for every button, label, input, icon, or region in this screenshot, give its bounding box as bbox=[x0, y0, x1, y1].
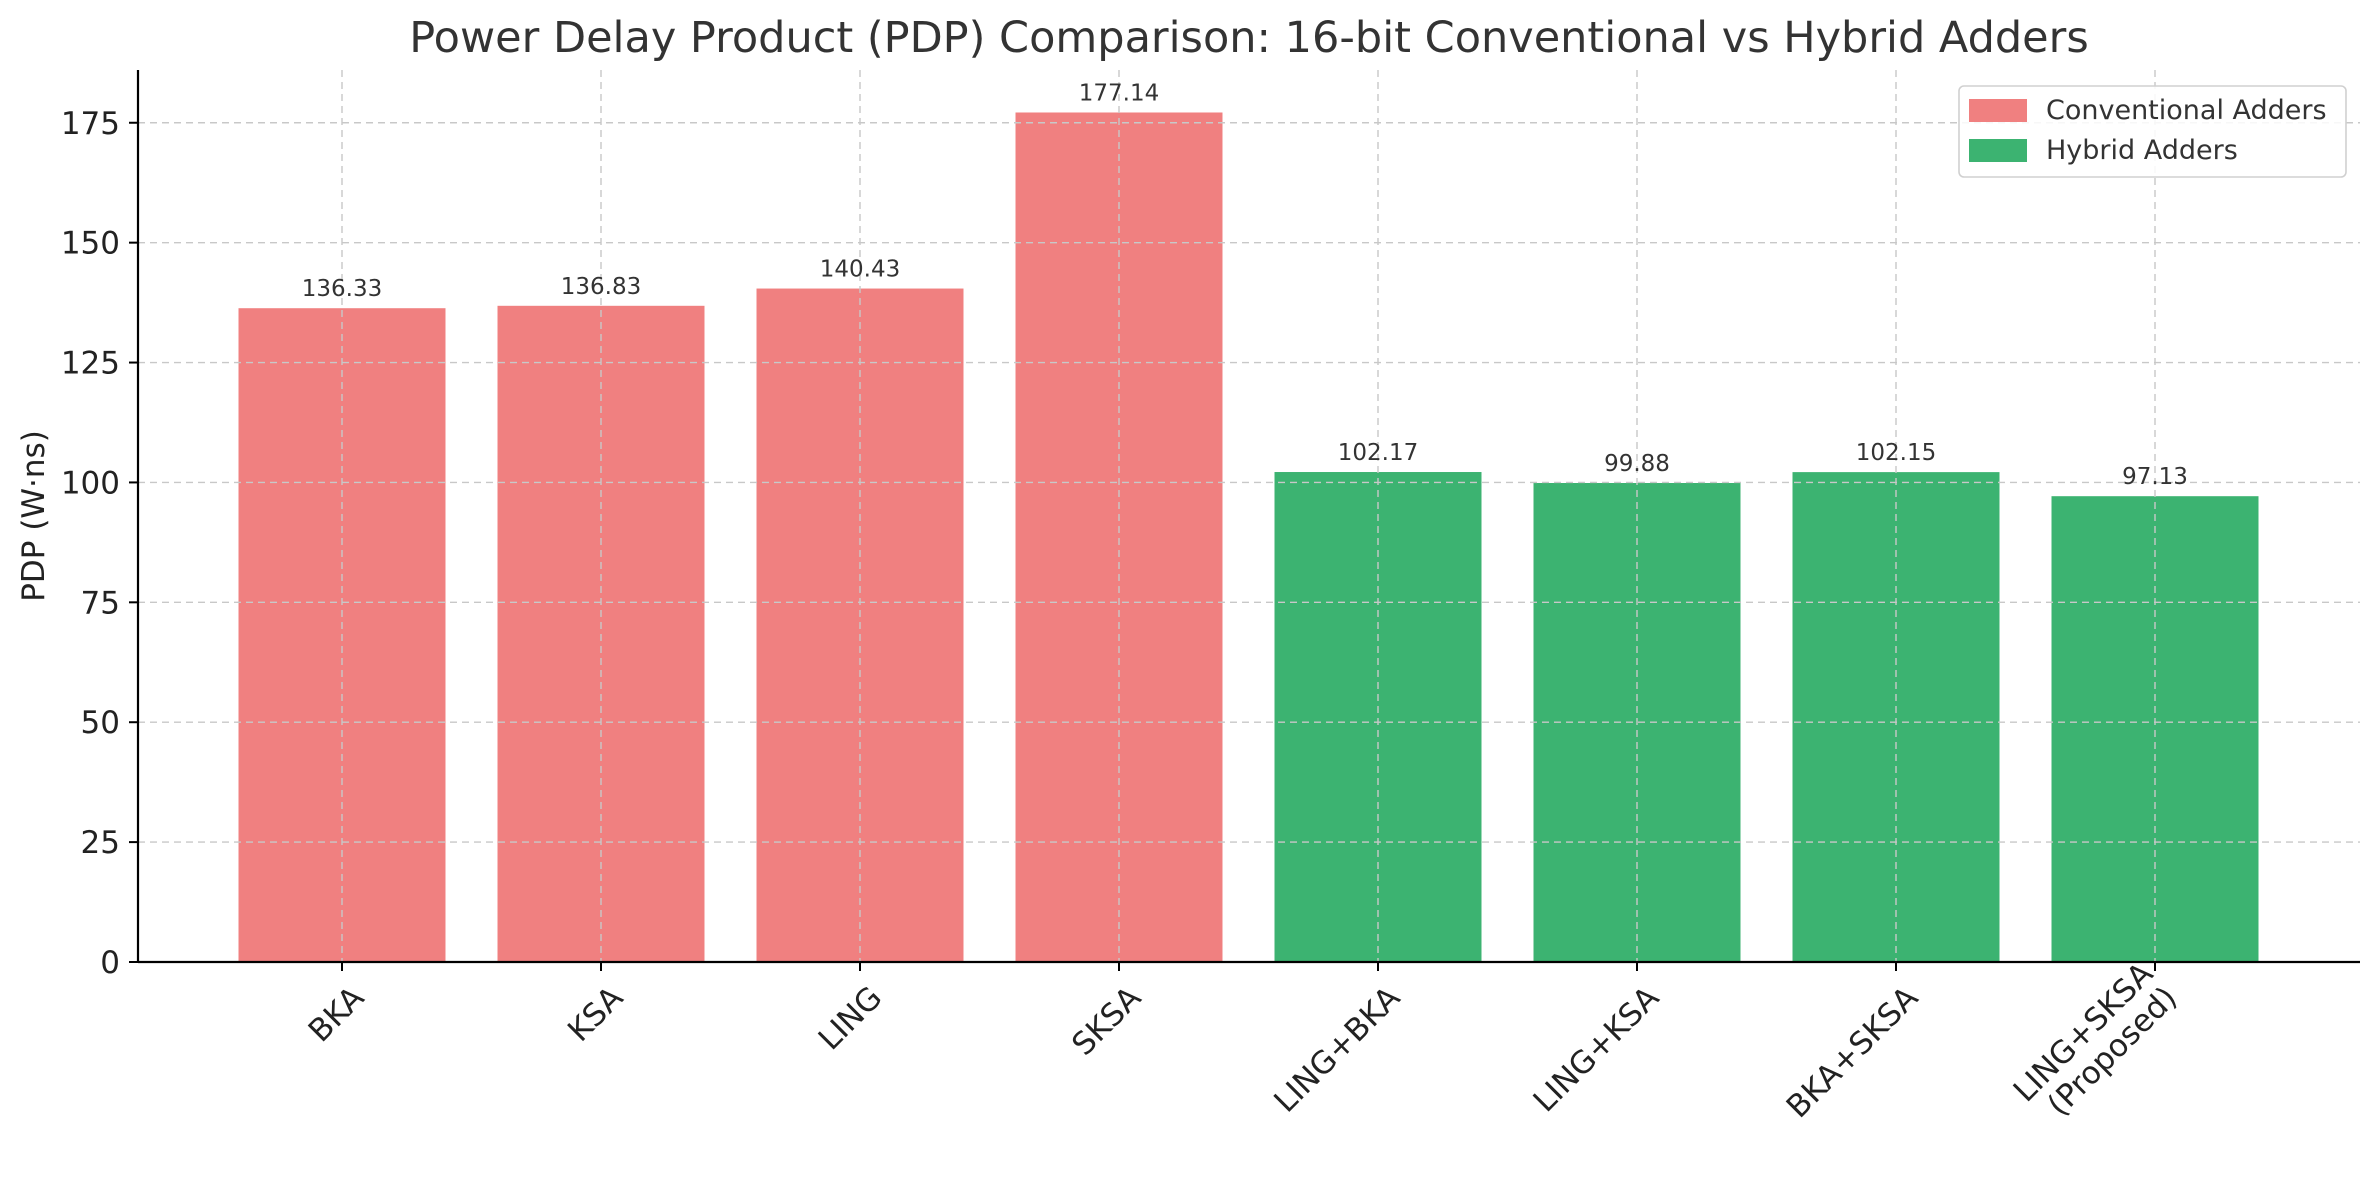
y-tick-label: 150 bbox=[61, 226, 120, 262]
x-tick-label-line: LING+KSA bbox=[1527, 980, 1667, 1120]
legend-swatch bbox=[1969, 99, 2027, 122]
x-tick-label-line: LING+BKA bbox=[1267, 980, 1407, 1120]
x-tick-label: BKA+SKSA bbox=[1780, 980, 1925, 1125]
y-tick-label: 75 bbox=[81, 585, 120, 621]
bars bbox=[238, 112, 2259, 963]
x-tick-label: LING+SKSA(Proposed) bbox=[2007, 956, 2185, 1134]
x-tick-label-line: BKA+SKSA bbox=[1780, 980, 1925, 1125]
y-tick-label: 50 bbox=[81, 705, 120, 741]
legend: Conventional Adders Hybrid Adders bbox=[1958, 85, 2347, 178]
chart-title: Power Delay Product (PDP) Comparison: 16… bbox=[409, 13, 2088, 63]
x-axis-ticks: BKA KSA LING SKSA LING+BKA LING+KSA BKA+SKSA LI… bbox=[302, 956, 2185, 1134]
x-tick-label: BKA bbox=[302, 980, 371, 1049]
axes bbox=[136, 70, 2360, 964]
value-label: 102.15 bbox=[1856, 440, 1936, 466]
value-labels: 136.33 136.83 140.43 177.14 102.17 99.88 102.1… bbox=[302, 80, 2188, 490]
x-tick-label-line: KSA bbox=[561, 980, 630, 1049]
y-axis-label: PDP (W·ns) bbox=[16, 430, 52, 602]
y-tick-label: 25 bbox=[81, 825, 120, 861]
legend-box bbox=[1958, 85, 2347, 178]
y-tick-label: 0 bbox=[100, 945, 120, 981]
x-tick-label-line: SKSA bbox=[1065, 980, 1148, 1063]
value-label: 102.17 bbox=[1338, 440, 1418, 466]
y-axis-ticks: 0 25 50 75 100 125 150 175 bbox=[61, 106, 138, 981]
x-tick-label: LING bbox=[812, 980, 890, 1058]
x-tick-label: LING+BKA bbox=[1267, 980, 1407, 1120]
legend-label: Conventional Adders bbox=[2046, 95, 2327, 126]
x-tick-label-line: BKA bbox=[302, 980, 371, 1049]
value-label: 97.13 bbox=[2122, 464, 2188, 490]
x-tick-label: SKSA bbox=[1065, 980, 1148, 1063]
legend-swatch bbox=[1969, 139, 2027, 162]
y-tick-label: 100 bbox=[61, 465, 120, 501]
y-tick-label: 125 bbox=[61, 346, 120, 382]
value-label: 177.14 bbox=[1079, 80, 1159, 106]
x-tick-label: LING+KSA bbox=[1527, 980, 1667, 1120]
y-tick-label: 175 bbox=[61, 106, 120, 142]
x-tick-label: KSA bbox=[561, 980, 630, 1049]
value-label: 136.33 bbox=[302, 276, 382, 302]
value-label: 140.43 bbox=[820, 257, 900, 283]
grid-lines bbox=[138, 70, 2360, 962]
legend-label: Hybrid Adders bbox=[2046, 135, 2238, 166]
value-label: 136.83 bbox=[561, 274, 641, 300]
bar bbox=[2051, 496, 2259, 962]
x-tick-label-line: LING bbox=[812, 980, 890, 1058]
value-label: 99.88 bbox=[1604, 451, 1670, 477]
